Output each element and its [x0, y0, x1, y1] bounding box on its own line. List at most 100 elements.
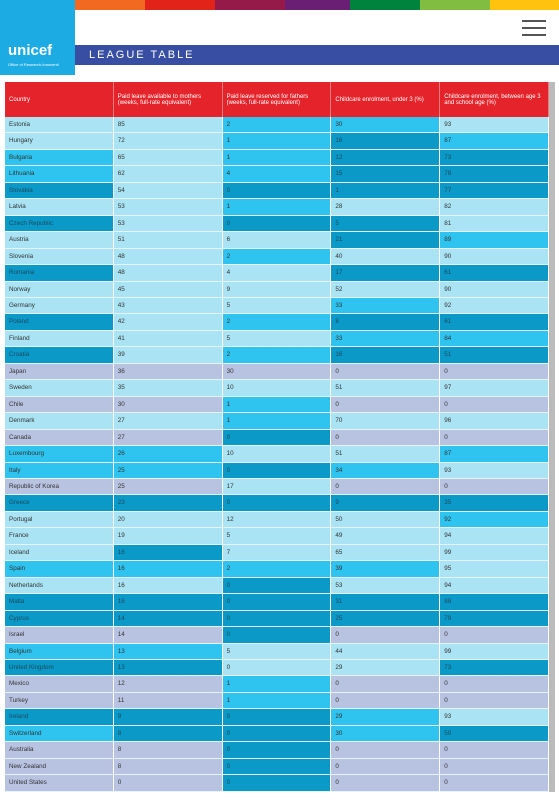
value-cell: 53	[331, 577, 441, 595]
table-row: Iceland 16 7 65 99	[5, 544, 549, 562]
table-row: Greece 23 0 9 35	[5, 495, 549, 512]
table-row: Belgium 13 5 44 99	[5, 643, 549, 660]
country-cell: Romania	[5, 265, 114, 282]
country-cell: Lithuania	[5, 166, 114, 183]
value-cell: 17	[331, 265, 441, 282]
country-cell: Poland	[5, 314, 114, 331]
value-cell: 42	[113, 314, 223, 331]
country-cell: Finland	[5, 330, 114, 348]
value-cell: 10	[222, 446, 332, 463]
value-cell: 0	[222, 495, 332, 512]
value-cell: 12	[331, 149, 441, 167]
value-cell: 0	[440, 775, 549, 792]
value-cell: 21	[331, 232, 441, 249]
value-cell: 0	[440, 692, 549, 710]
country-cell: Cyprus	[5, 610, 114, 628]
value-cell: 0	[113, 775, 223, 792]
value-cell: 82	[440, 199, 549, 216]
table-row: Canada 27 0 0 0	[5, 429, 549, 447]
country-cell: Republic of Korea	[5, 478, 114, 496]
value-cell: 27	[113, 413, 223, 430]
table-row: Switzerland 8 0 30 50	[5, 725, 549, 743]
stripe	[490, 0, 559, 10]
value-cell: 0	[440, 758, 549, 776]
value-cell: 33	[331, 330, 441, 348]
value-cell: 0	[331, 627, 441, 644]
value-cell: 0	[222, 659, 332, 677]
value-cell: 8	[331, 314, 441, 331]
menu-icon[interactable]	[522, 27, 546, 29]
country-cell: Denmark	[5, 413, 114, 430]
value-cell: 13	[113, 659, 223, 677]
table-row: Cyprus 14 0 25 79	[5, 610, 549, 628]
value-cell: 70	[331, 413, 441, 430]
country-cell: Sweden	[5, 380, 114, 397]
menu-icon[interactable]	[522, 20, 546, 22]
table-row: Germany 43 5 33 92	[5, 297, 549, 315]
column-header: Country	[5, 82, 114, 117]
value-cell: 2	[222, 117, 332, 134]
value-cell: 0	[331, 742, 441, 759]
value-cell: 14	[113, 610, 223, 628]
country-cell: Luxembourg	[5, 446, 114, 463]
country-cell: Chile	[5, 396, 114, 414]
column-header: Paid leave available to mothers (weeks, …	[114, 82, 223, 117]
column-header: Childcare enrolment, under 3 (%)	[331, 82, 441, 117]
value-cell: 0	[222, 577, 332, 595]
value-cell: 30	[222, 363, 332, 381]
value-cell: 90	[440, 281, 549, 298]
value-cell: 0	[331, 363, 441, 381]
value-cell: 87	[440, 133, 549, 150]
value-cell: 16	[113, 561, 223, 578]
value-cell: 0	[331, 676, 441, 693]
value-cell: 16	[331, 133, 441, 150]
value-cell: 12	[113, 676, 223, 693]
value-cell: 31	[331, 594, 441, 611]
value-cell: 73	[440, 659, 549, 677]
value-cell: 51	[440, 347, 549, 364]
value-cell: 62	[113, 166, 223, 183]
value-cell: 35	[113, 380, 223, 397]
menu-icon[interactable]	[522, 34, 546, 36]
value-cell: 5	[222, 297, 332, 315]
country-cell: Switzerland	[5, 725, 114, 743]
value-cell: 25	[113, 462, 223, 479]
country-cell: Bulgaria	[5, 149, 114, 167]
table-row: Lithuania 62 4 15 78	[5, 166, 549, 183]
value-cell: 87	[440, 446, 549, 463]
logo-text: unicef	[8, 42, 53, 59]
value-cell: 0	[331, 429, 441, 447]
value-cell: 51	[113, 232, 223, 249]
table-row: Slovakia 54 0 1 77	[5, 182, 549, 200]
stripe	[145, 0, 215, 10]
value-cell: 1	[222, 396, 332, 414]
value-cell: 0	[331, 758, 441, 776]
table-row: Romania 48 4 17 61	[5, 265, 549, 282]
logo[interactable]: unicef Office of Research-Innocenti	[0, 0, 75, 75]
value-cell: 40	[331, 248, 441, 266]
value-cell: 93	[440, 462, 549, 479]
table-row: Estonia 85 2 30 93	[5, 117, 549, 134]
value-cell: 99	[440, 643, 549, 660]
country-cell: Turkey	[5, 692, 114, 710]
value-cell: 0	[331, 692, 441, 710]
value-cell: 92	[440, 297, 549, 315]
value-cell: 97	[440, 380, 549, 397]
value-cell: 4	[222, 166, 332, 183]
table-row: Hungary 72 1 16 87	[5, 133, 549, 150]
value-cell: 94	[440, 577, 549, 595]
table-row: Sweden 35 10 51 97	[5, 380, 549, 397]
value-cell: 85	[113, 117, 223, 134]
value-cell: 49	[331, 528, 441, 545]
value-cell: 61	[440, 314, 549, 331]
value-cell: 78	[440, 166, 549, 183]
value-cell: 8	[113, 742, 223, 759]
value-cell: 48	[113, 248, 223, 266]
value-cell: 93	[440, 709, 549, 726]
value-cell: 36	[113, 363, 223, 381]
scrollbar[interactable]	[549, 82, 555, 792]
value-cell: 65	[113, 149, 223, 167]
stripe	[420, 0, 490, 10]
country-cell: Israel	[5, 627, 114, 644]
value-cell: 25	[331, 610, 441, 628]
